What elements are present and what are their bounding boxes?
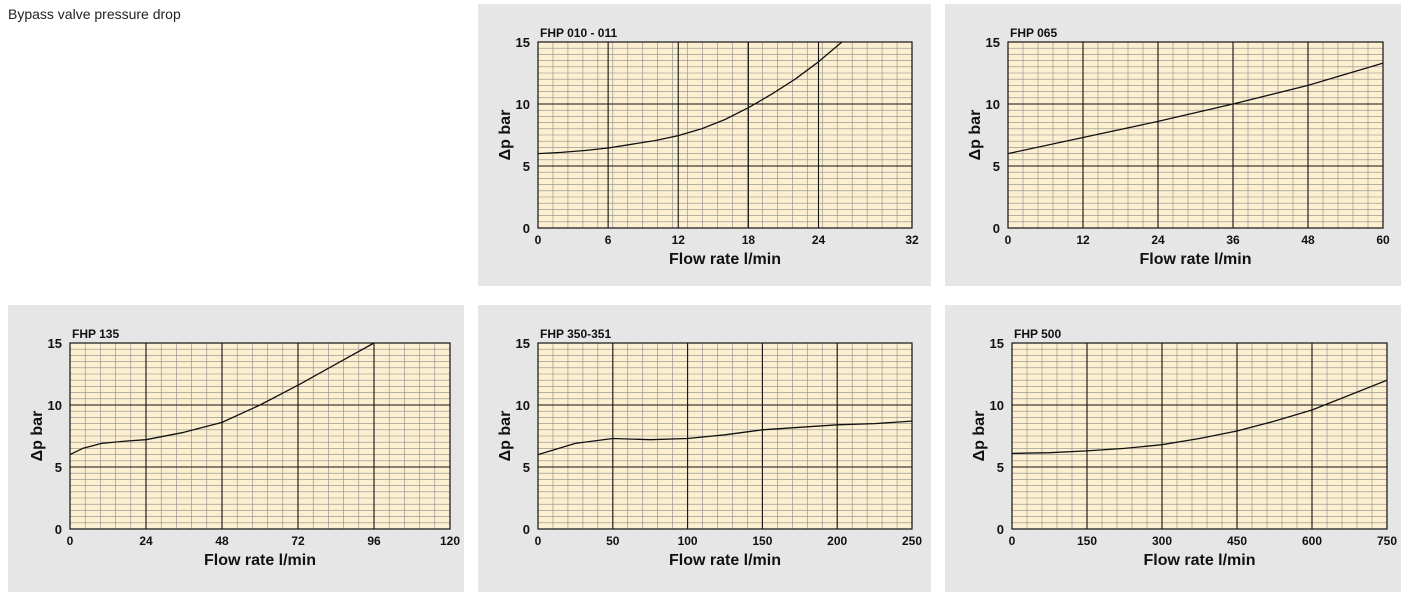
chart-title: FHP 010 - 011 bbox=[540, 26, 617, 40]
y-tick-label: 5 bbox=[55, 460, 62, 475]
x-axis-label: Flow rate l/min bbox=[669, 251, 781, 268]
x-tick-label: 250 bbox=[902, 534, 922, 548]
series-line bbox=[1007, 62, 1384, 155]
x-tick-label: 36 bbox=[1226, 233, 1240, 247]
x-axis-label: Flow rate l/min bbox=[204, 552, 316, 569]
x-tick-label: 32 bbox=[905, 233, 919, 247]
chart-panel-fhp-065: FHP 065 0 12 24 36 48 60 0 5 10 15 Flow rate l/min Δ… bbox=[945, 4, 1401, 286]
chart-title: FHP 500 bbox=[1014, 327, 1061, 341]
x-tick-label: 50 bbox=[606, 534, 620, 548]
x-tick-label: 200 bbox=[827, 534, 847, 548]
y-tick-label: 0 bbox=[523, 221, 530, 236]
chart-panel-fhp-135: FHP 135 0 24 48 72 96 120 0 5 10 15 Flow rate l/min… bbox=[8, 305, 464, 592]
x-tick-label: 0 bbox=[67, 534, 74, 548]
y-tick-label: 5 bbox=[997, 460, 1004, 475]
x-tick-label: 72 bbox=[291, 534, 305, 548]
x-tick-label: 300 bbox=[1152, 534, 1172, 548]
y-tick-label: 5 bbox=[523, 460, 530, 475]
chart-title: FHP 350-351 bbox=[540, 327, 611, 341]
x-tick-label: 60 bbox=[1376, 233, 1390, 247]
chart-svg: FHP 010 - 011 0 6 12 18 24 32 0 5 10 15 Flow rate l… bbox=[497, 26, 919, 268]
x-tick-label: 48 bbox=[215, 534, 229, 548]
plot-frame bbox=[537, 342, 913, 530]
y-tick-label: 10 bbox=[990, 398, 1004, 413]
y-tick-label: 15 bbox=[990, 336, 1004, 351]
x-tick-label: 24 bbox=[812, 233, 826, 247]
y-tick-label: 0 bbox=[55, 522, 62, 537]
plot-frame bbox=[69, 342, 451, 530]
series-line bbox=[69, 342, 375, 456]
y-axis-label: Δp bar bbox=[971, 411, 988, 462]
x-tick-label: 96 bbox=[367, 534, 381, 548]
x-tick-label: 12 bbox=[1076, 233, 1090, 247]
chart-panel-fhp-350-351: FHP 350-351 0 50 100 150 200 250 0 5 10 15 Flow rat… bbox=[478, 305, 931, 592]
chart-title: FHP 135 bbox=[72, 327, 119, 341]
x-tick-label: 12 bbox=[672, 233, 686, 247]
y-axis-label: Δp bar bbox=[967, 110, 984, 161]
series-line bbox=[537, 420, 913, 456]
x-axis-label: Flow rate l/min bbox=[1139, 251, 1251, 268]
y-tick-label: 10 bbox=[516, 398, 530, 413]
plot-frame bbox=[1007, 41, 1384, 229]
y-tick-label: 5 bbox=[993, 159, 1000, 174]
chart-title: FHP 065 bbox=[1010, 26, 1057, 40]
x-tick-label: 18 bbox=[742, 233, 756, 247]
chart-svg: FHP 135 0 24 48 72 96 120 0 5 10 15 Flow rate l/min… bbox=[29, 327, 460, 569]
x-tick-label: 100 bbox=[678, 534, 698, 548]
x-tick-label: 48 bbox=[1301, 233, 1315, 247]
x-tick-label: 24 bbox=[139, 534, 153, 548]
y-tick-label: 15 bbox=[48, 336, 62, 351]
y-tick-label: 10 bbox=[48, 398, 62, 413]
x-tick-label: 6 bbox=[605, 233, 612, 247]
y-tick-label: 5 bbox=[523, 159, 530, 174]
y-tick-label: 10 bbox=[986, 97, 1000, 112]
y-tick-label: 0 bbox=[993, 221, 1000, 236]
x-tick-label: 0 bbox=[1005, 233, 1012, 247]
chart-panel-fhp-500: FHP 500 0 150 300 450 600 750 0 5 10 15 Flow rate l… bbox=[945, 305, 1401, 592]
x-axis-label: Flow rate l/min bbox=[669, 552, 781, 569]
x-tick-label: 0 bbox=[535, 534, 542, 548]
chart-svg: FHP 065 0 12 24 36 48 60 0 5 10 15 Flow rate l/min Δ… bbox=[967, 26, 1390, 268]
x-tick-label: 120 bbox=[440, 534, 460, 548]
y-tick-label: 15 bbox=[516, 336, 530, 351]
y-tick-label: 15 bbox=[516, 35, 530, 50]
y-axis-label: Δp bar bbox=[497, 110, 514, 161]
series-line bbox=[537, 41, 843, 155]
y-tick-label: 15 bbox=[986, 35, 1000, 50]
y-axis-label: Δp bar bbox=[29, 411, 46, 462]
chart-svg: FHP 500 0 150 300 450 600 750 0 5 10 15 Flow rate l… bbox=[971, 327, 1397, 569]
y-tick-label: 0 bbox=[997, 522, 1004, 537]
series-line bbox=[1011, 379, 1388, 455]
x-tick-label: 24 bbox=[1151, 233, 1165, 247]
plot-frame bbox=[537, 41, 913, 229]
chart-svg: FHP 350-351 0 50 100 150 200 250 0 5 10 15 Flow rat… bbox=[497, 327, 922, 569]
plot-frame bbox=[1011, 342, 1388, 530]
y-axis-label: Δp bar bbox=[497, 411, 514, 462]
x-tick-label: 750 bbox=[1377, 534, 1397, 548]
x-tick-label: 600 bbox=[1302, 534, 1322, 548]
x-tick-label: 150 bbox=[1077, 534, 1097, 548]
x-tick-label: 150 bbox=[752, 534, 772, 548]
x-tick-label: 450 bbox=[1227, 534, 1247, 548]
y-tick-label: 10 bbox=[516, 97, 530, 112]
y-tick-label: 0 bbox=[523, 522, 530, 537]
x-tick-label: 0 bbox=[1009, 534, 1016, 548]
x-axis-label: Flow rate l/min bbox=[1143, 552, 1255, 569]
chart-panel-fhp-010-011: FHP 010 - 011 0 6 12 18 24 32 0 5 10 15 Flow rate l… bbox=[478, 4, 931, 286]
x-tick-label: 0 bbox=[535, 233, 542, 247]
page-title: Bypass valve pressure drop bbox=[8, 6, 181, 22]
